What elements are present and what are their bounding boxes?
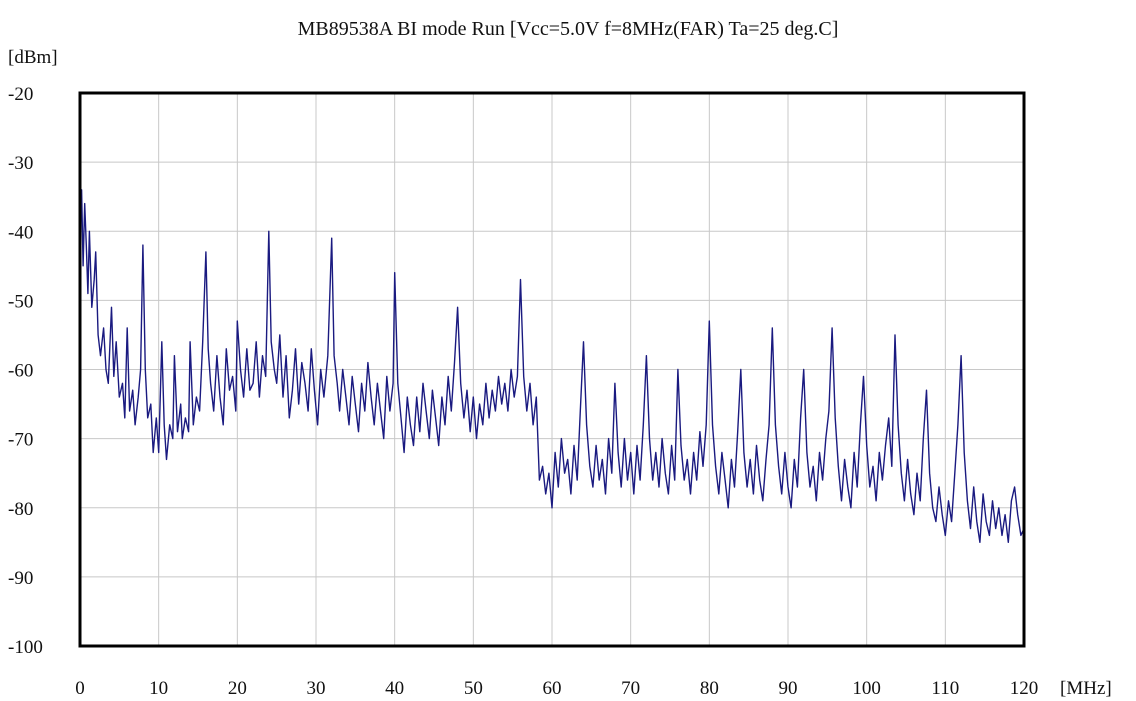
x-tick-label: 10: [149, 678, 168, 699]
y-tick-label: -100: [8, 637, 43, 658]
y-tick-label: -40: [8, 222, 33, 243]
x-tick-label: 110: [931, 678, 959, 699]
y-tick-label: -30: [8, 153, 33, 174]
y-tick-label: -60: [8, 361, 33, 382]
y-tick-label: -20: [8, 84, 33, 105]
spectrum-series-line: [79, 189, 1025, 543]
x-tick-label: 20: [228, 678, 247, 699]
x-tick-label: 50: [464, 678, 483, 699]
y-tick-label: -80: [8, 499, 33, 520]
x-tick-labels: 0 10 20 30 40 50 60 70 80 90 100 110 120: [75, 678, 1038, 699]
y-tick-labels: -20 -30 -40 -50 -60 -70 -80 -90 -100: [8, 84, 43, 658]
plot-frame: [78, 91, 1026, 648]
x-tick-label: 120: [1010, 678, 1039, 699]
x-tick-label: 90: [779, 678, 798, 699]
x-tick-label: 30: [307, 678, 326, 699]
x-axis-unit-label: [MHz]: [1060, 678, 1112, 699]
x-tick-label: 100: [852, 678, 881, 699]
y-axis-unit-label: [dBm]: [8, 47, 58, 68]
x-tick-label: 60: [543, 678, 562, 699]
x-tick-label: 40: [385, 678, 404, 699]
y-tick-label: -70: [8, 430, 33, 451]
chart-title: MB89538A BI mode Run [Vcc=5.0V f=8MHz(FA…: [298, 18, 839, 40]
x-tick-label: 70: [621, 678, 640, 699]
x-tick-label: 0: [75, 678, 85, 699]
y-tick-label: -50: [8, 291, 33, 312]
y-tick-label: -90: [8, 568, 33, 589]
x-tick-label: 80: [700, 678, 719, 699]
grid-lines: [80, 93, 1024, 646]
